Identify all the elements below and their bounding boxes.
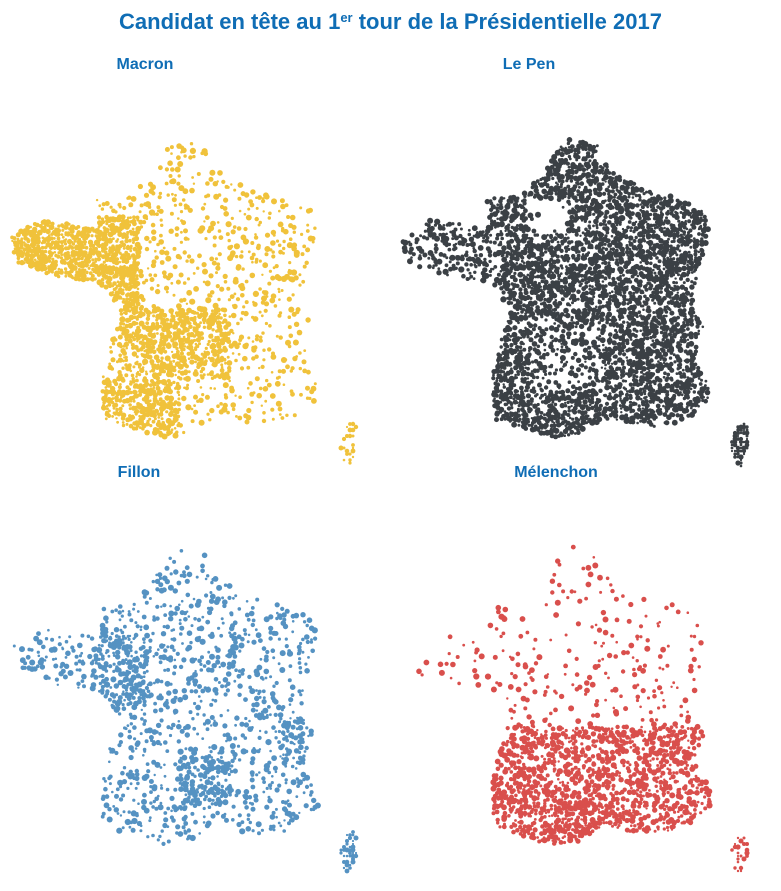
- map-panel-le-pen: Le Pen: [391, 48, 781, 468]
- france-map-melenchon: [416, 544, 750, 873]
- map-title-melenchon: Mélenchon: [514, 464, 598, 481]
- map-title-macron: Macron: [116, 56, 174, 73]
- page-title: Candidat en tête au 1er tour de la Prési…: [119, 9, 662, 34]
- map-panel-macron: Macron: [0, 48, 390, 468]
- france-map-macron: [10, 142, 359, 465]
- map-title-le-pen: Le Pen: [502, 56, 556, 73]
- map-panel-melenchon: Mélenchon: [391, 456, 781, 876]
- map-panel-fillon: Fillon: [0, 456, 390, 876]
- france-map-le-pen: [400, 137, 750, 468]
- map-title-fillon: Fillon: [117, 464, 161, 481]
- france-map-fillon: [12, 549, 359, 874]
